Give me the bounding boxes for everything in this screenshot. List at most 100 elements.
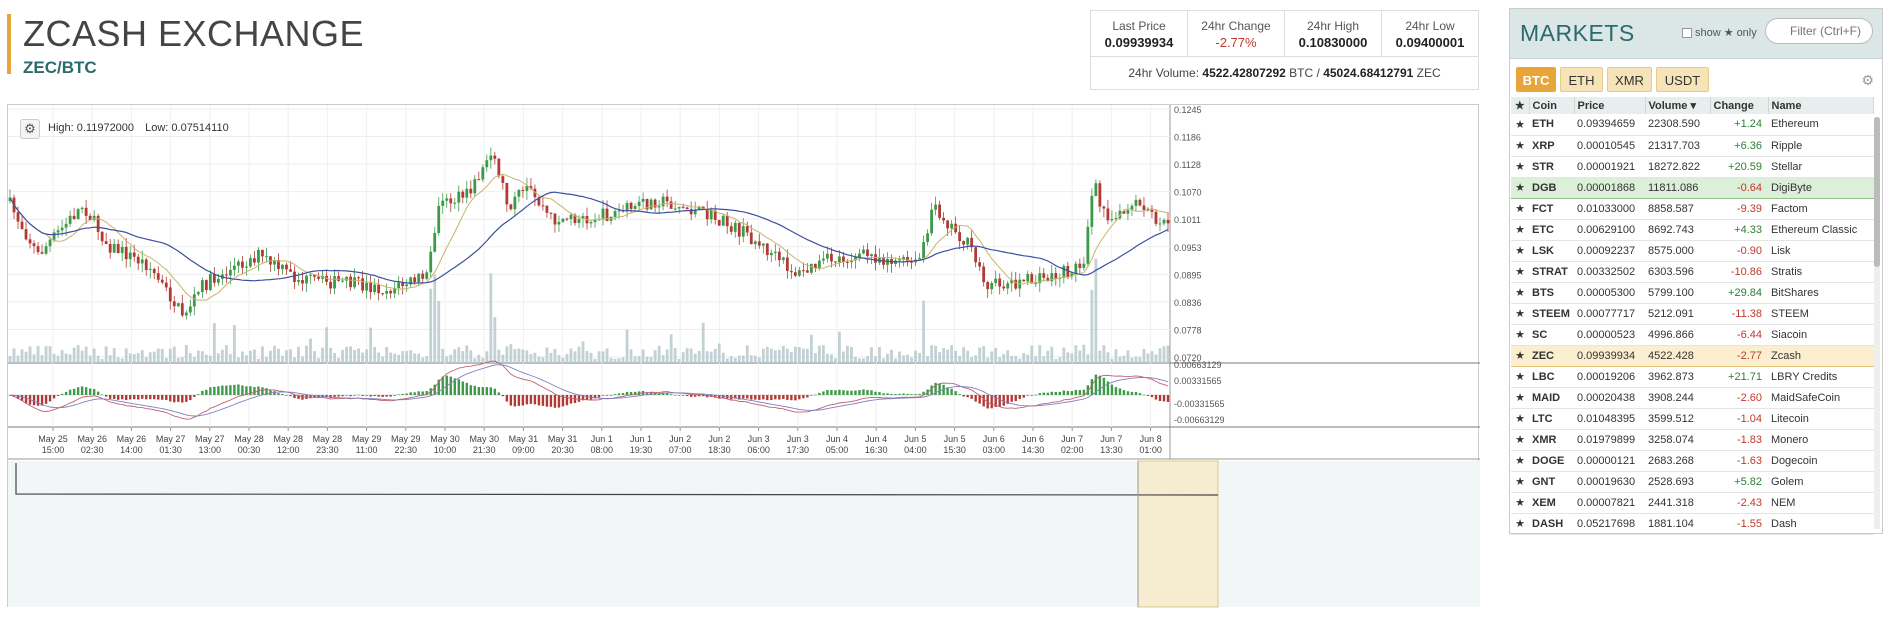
- coin-change: +21.71: [1710, 366, 1768, 388]
- candle-body: [313, 274, 316, 277]
- favorite-star-icon[interactable]: ★: [1511, 408, 1529, 430]
- table-row[interactable]: ★ ETC 0.00629100 8692.743 +4.33 Ethereum Clas…: [1511, 219, 1874, 241]
- table-row[interactable]: ★ ZEC 0.09939934 4522.428 -2.77 Zcash: [1511, 344, 1874, 367]
- favorite-star-icon[interactable]: ★: [1511, 240, 1529, 262]
- column-header-volume[interactable]: Volume ▾: [1645, 97, 1711, 114]
- macd-histogram-bar: [1134, 391, 1138, 395]
- macd-histogram-bar: [994, 395, 997, 407]
- candle-body: [689, 209, 693, 215]
- favorite-star-icon[interactable]: ★: [1511, 282, 1529, 304]
- macd-histogram-bar: [461, 381, 464, 395]
- macd-histogram-bar: [64, 391, 68, 395]
- table-row[interactable]: ★ LTC 0.01048395 3599.512 -1.04 Litecoin: [1511, 408, 1874, 430]
- candle-body: [906, 256, 909, 262]
- volume-bar: [341, 350, 344, 363]
- macd-histogram-bar: [189, 395, 192, 401]
- table-row[interactable]: ★ BTS 0.00005300 5799.100 +29.84 BitShares: [1511, 282, 1874, 304]
- candle-body: [721, 215, 725, 226]
- candle-body: [421, 273, 425, 279]
- candle-body: [1062, 265, 1066, 278]
- table-row[interactable]: ★ DGB 0.00001868 11811.086 -0.64 DigiByte: [1511, 176, 1874, 199]
- star-column-header[interactable]: ★: [1511, 97, 1530, 114]
- macd-histogram-bar: [133, 395, 136, 400]
- volume-bar: [1134, 356, 1138, 363]
- macd-histogram-bar: [329, 395, 332, 399]
- favorite-star-icon[interactable]: ★: [1511, 324, 1529, 346]
- table-row[interactable]: ★ DOGE 0.00000121 2683.268 -1.63 Dogecoin: [1511, 450, 1874, 472]
- column-header-price[interactable]: Price: [1574, 97, 1646, 114]
- show-favorites-toggle[interactable]: show ★ only: [1682, 26, 1757, 39]
- time-tick-label: Jun 7: [1061, 434, 1083, 444]
- markets-scrollbar[interactable]: [1874, 117, 1880, 529]
- favorite-star-icon[interactable]: ★: [1511, 303, 1529, 325]
- favorite-star-icon[interactable]: ★: [1511, 261, 1529, 283]
- tab-usdt[interactable]: USDT: [1656, 67, 1709, 92]
- tab-xmr[interactable]: XMR: [1607, 67, 1652, 92]
- macd-histogram-bar: [742, 395, 745, 399]
- markets-filter-input[interactable]: [1765, 18, 1873, 44]
- markets-panel: MARKETS show ★ only BTC ETH XMR USDT ⚙ ★…: [1509, 8, 1883, 535]
- favorite-star-icon[interactable]: ★: [1511, 198, 1529, 220]
- column-header-name[interactable]: Name: [1768, 97, 1874, 114]
- table-row[interactable]: ★ XEM 0.00007821 2441.318 -2.43 NEM: [1511, 492, 1874, 514]
- table-row[interactable]: ★ MAID 0.00020438 3908.244 -2.60 MaidSafeCoin: [1511, 387, 1874, 409]
- macd-histogram-bar: [457, 379, 460, 395]
- favorite-star-icon[interactable]: ★: [1511, 450, 1529, 472]
- favorite-star-icon[interactable]: ★: [1511, 429, 1529, 451]
- candle-body: [826, 253, 829, 259]
- volume-bar: [301, 356, 304, 363]
- volume-bar: [862, 358, 865, 363]
- table-row[interactable]: ★ GNT 0.00019630 2528.693 +5.82 Golem: [1511, 471, 1874, 493]
- favorite-star-icon[interactable]: ★: [1511, 114, 1529, 136]
- favorite-star-icon[interactable]: ★: [1511, 176, 1529, 199]
- stat-24h-low: 24hr Low 0.09400001: [1382, 11, 1478, 56]
- favorite-star-icon[interactable]: ★: [1511, 135, 1529, 157]
- candle-body: [990, 283, 994, 290]
- favorite-star-icon[interactable]: ★: [1511, 492, 1529, 514]
- candle-body: [293, 271, 296, 282]
- favorite-star-icon[interactable]: ★: [1511, 156, 1529, 178]
- scrollbar-thumb[interactable]: [1874, 117, 1880, 267]
- table-row[interactable]: ★ STRAT 0.00332502 6303.596 -10.86 Stratis: [1511, 261, 1874, 283]
- table-row[interactable]: ★ STR 0.00001921 18272.822 +20.59 Stellar: [1511, 156, 1874, 178]
- table-row[interactable]: ★ XRP 0.00010545 21317.703 +6.36 Ripple: [1511, 135, 1874, 157]
- candle-body: [565, 218, 569, 220]
- volume-bar: [1010, 356, 1014, 363]
- macd-histogram-bar: [297, 395, 300, 399]
- table-row[interactable]: ★ ETH 0.09394659 22308.590 +1.24 Ethereum: [1511, 114, 1874, 136]
- table-row[interactable]: ★ XMR 0.01979899 3258.074 -1.83 Monero: [1511, 429, 1874, 451]
- candle-body: [781, 257, 785, 261]
- column-header-coin[interactable]: Coin: [1529, 97, 1575, 114]
- macd-histogram-bar: [601, 395, 605, 396]
- favorite-star-icon[interactable]: ★: [1511, 387, 1529, 409]
- tab-eth[interactable]: ETH: [1560, 67, 1603, 92]
- favorites-checkbox[interactable]: [1682, 27, 1692, 38]
- favorite-star-icon[interactable]: ★: [1511, 513, 1529, 535]
- favorite-star-icon[interactable]: ★: [1511, 344, 1529, 367]
- table-row[interactable]: ★ LBC 0.00019206 3962.873 +21.71 LBRY Credits: [1511, 366, 1874, 388]
- table-row[interactable]: ★ FCT 0.01033000 8858.587 -9.39 Factom: [1511, 198, 1874, 220]
- candle-body: [437, 205, 441, 233]
- table-row[interactable]: ★ LSK 0.00092237 8575.000 -0.90 Lisk: [1511, 240, 1874, 262]
- chart-settings-button[interactable]: ⚙: [20, 119, 40, 139]
- favorite-star-icon[interactable]: ★: [1511, 471, 1529, 493]
- macd-histogram-bar: [1050, 391, 1053, 395]
- table-row[interactable]: ★ DASH 0.05217698 1881.104 -1.55 Dash: [1511, 513, 1874, 535]
- coin-price: 0.00000523: [1574, 324, 1645, 346]
- volume-bar: [1150, 351, 1154, 363]
- favorite-star-icon[interactable]: ★: [1511, 366, 1529, 388]
- table-row[interactable]: ★ STEEM 0.00077717 5212.091 -11.38 STEEM: [1511, 303, 1874, 325]
- stat-value: -2.77%: [1215, 35, 1257, 50]
- macd-histogram-bar: [501, 395, 505, 397]
- tab-btc[interactable]: BTC: [1516, 67, 1556, 92]
- favorite-star-icon[interactable]: ★: [1511, 219, 1529, 241]
- price-chart-panel[interactable]: 0.1245 0.1186 0.1128 0.1070 0.1011 0.0953 0.08…: [7, 104, 1480, 608]
- table-row[interactable]: ★ SC 0.00000523 4996.866 -6.44 Siacoin: [1511, 324, 1874, 346]
- candlestick-chart[interactable]: 0.1245 0.1186 0.1128 0.1070 0.1011 0.0953 0.08…: [8, 105, 1480, 608]
- candle-body: [24, 229, 28, 240]
- time-tick-label: 07:00: [669, 445, 692, 455]
- column-header-change[interactable]: Change: [1710, 97, 1769, 114]
- macd-histogram-bar: [846, 390, 849, 395]
- gear-icon[interactable]: ⚙: [1861, 72, 1874, 88]
- candle-body: [677, 206, 681, 209]
